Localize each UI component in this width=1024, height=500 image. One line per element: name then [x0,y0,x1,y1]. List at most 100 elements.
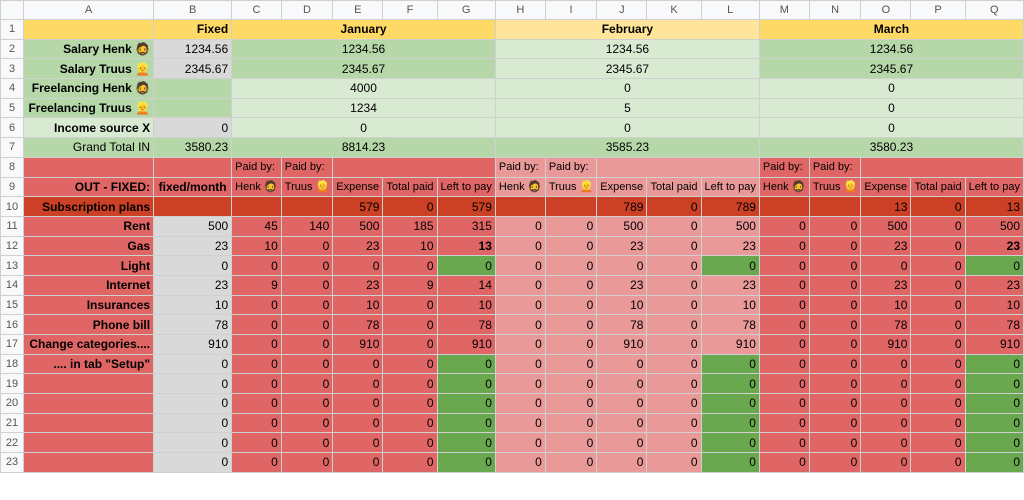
row-header-16[interactable]: 16 [0,314,25,335]
truus-paid[interactable]: 0 [544,274,598,296]
expense-label[interactable]: Rent [23,215,155,237]
cell-empty[interactable] [808,196,862,217]
expense-fixed[interactable]: 0 [153,393,233,414]
left-to-pay[interactable]: 0 [700,393,760,414]
row-header-14[interactable]: 14 [0,274,25,296]
cell-empty[interactable] [494,196,546,217]
total-paid[interactable]: 0 [382,255,438,276]
column-header-E[interactable]: E [332,0,384,20]
total-paid[interactable]: 0 [646,452,702,473]
truus-paid[interactable]: 0 [808,373,862,395]
expense[interactable]: 0 [332,255,384,276]
expense-label[interactable]: Insurances [23,294,155,316]
left-to-pay[interactable]: 10 [436,294,496,316]
henk-paid[interactable]: 0 [494,215,546,237]
total-paid[interactable]: 0 [646,294,702,316]
expense[interactable]: 910 [332,334,384,355]
total-paid[interactable]: 10 [382,235,438,257]
income-label[interactable]: Income source X [23,117,155,139]
fixed-header[interactable]: Fixed [153,19,233,40]
left-to-pay[interactable]: 23 [964,235,1024,257]
expense[interactable]: 0 [860,393,912,414]
total-paid[interactable]: 0 [646,393,702,414]
henk-paid[interactable]: 0 [758,235,810,257]
left-to-pay[interactable]: 315 [436,215,496,237]
truus-paid[interactable]: 0 [808,235,862,257]
left-to-pay[interactable]: 0 [964,393,1024,414]
henk-paid[interactable]: 0 [494,235,546,257]
truus-paid[interactable]: 0 [808,334,862,355]
henk-paid[interactable]: 0 [758,412,810,434]
row-header-4[interactable]: 4 [0,78,25,99]
total-paid[interactable]: 0 [646,314,702,335]
row-header-8[interactable]: 8 [0,156,25,178]
truus-paid[interactable]: 0 [544,412,598,434]
henk-paid[interactable]: 0 [231,255,282,276]
expense[interactable]: 0 [596,452,648,473]
month-header-2[interactable]: March [758,19,1024,40]
total-paid[interactable]: 0 [910,215,966,237]
expense[interactable]: 0 [596,393,648,414]
left-to-pay[interactable]: 0 [436,393,496,414]
truus-paid[interactable]: 0 [808,255,862,276]
expense[interactable]: 0 [860,373,912,395]
row-header-17[interactable]: 17 [0,334,25,355]
expense-label[interactable]: .... in tab "Setup" [23,353,155,375]
row-header-18[interactable]: 18 [0,353,25,375]
henk-paid[interactable]: 0 [494,314,546,335]
henk-paid[interactable]: 0 [231,294,282,316]
henk-paid[interactable]: 0 [231,353,282,375]
total-paid[interactable]: 0 [382,353,438,375]
left-to-pay[interactable]: 910 [436,334,496,355]
left-to-pay[interactable]: 0 [436,373,496,395]
left-to-pay[interactable]: 10 [964,294,1024,316]
expense[interactable]: 23 [596,274,648,296]
column-header-Q[interactable]: Q [964,0,1024,20]
henk-paid[interactable]: 0 [231,373,282,395]
select-all-corner[interactable] [0,0,25,20]
expense-column-label[interactable]: Expense [332,176,384,198]
income-month-1[interactable]: 0 [494,78,760,99]
left-to-pay[interactable]: 0 [700,432,760,454]
henk-paid[interactable]: 0 [758,353,810,375]
total-paid[interactable]: 0 [382,432,438,454]
total-paid[interactable]: 0 [910,274,966,296]
left-to-pay[interactable]: 500 [964,215,1024,237]
subscription-total-paid[interactable]: 0 [646,196,702,217]
total-paid[interactable]: 0 [910,314,966,335]
expense[interactable]: 78 [596,314,648,335]
total-paid[interactable]: 0 [910,432,966,454]
paid-by-label[interactable]: Paid by: [544,156,598,178]
henk-paid[interactable]: 9 [231,274,282,296]
henk-paid[interactable]: 0 [758,255,810,276]
income-month-1[interactable]: 2345.67 [494,58,760,80]
row-header-10[interactable]: 10 [0,196,25,217]
henk-paid[interactable]: 0 [231,452,282,473]
expense-fixed[interactable]: 0 [153,452,233,473]
expense[interactable]: 10 [596,294,648,316]
truus-paid[interactable]: 0 [544,393,598,414]
cell-empty[interactable] [280,196,334,217]
truus-paid[interactable]: 0 [808,393,862,414]
truus-column-label[interactable]: Truus 👱 [808,176,862,198]
income-month-2[interactable]: 0 [758,97,1024,119]
henk-paid[interactable]: 0 [494,255,546,276]
truus-paid[interactable]: 0 [280,255,334,276]
truus-paid[interactable]: 0 [544,215,598,237]
income-fixed[interactable]: 2345.67 [153,58,233,80]
expense[interactable]: 910 [860,334,912,355]
truus-paid[interactable]: 0 [544,334,598,355]
expense[interactable]: 0 [332,373,384,395]
expense[interactable]: 0 [332,452,384,473]
expense[interactable]: 10 [332,294,384,316]
truus-paid[interactable]: 0 [544,353,598,375]
truus-paid[interactable]: 0 [280,274,334,296]
row-header-2[interactable]: 2 [0,38,25,60]
subscription-left-to-pay[interactable]: 789 [700,196,760,217]
row-header-7[interactable]: 7 [0,137,25,158]
henk-paid[interactable]: 0 [494,294,546,316]
expense-label[interactable] [23,393,155,414]
left-to-pay[interactable]: 0 [436,432,496,454]
total-paid[interactable]: 0 [646,255,702,276]
row-header-12[interactable]: 12 [0,235,25,257]
